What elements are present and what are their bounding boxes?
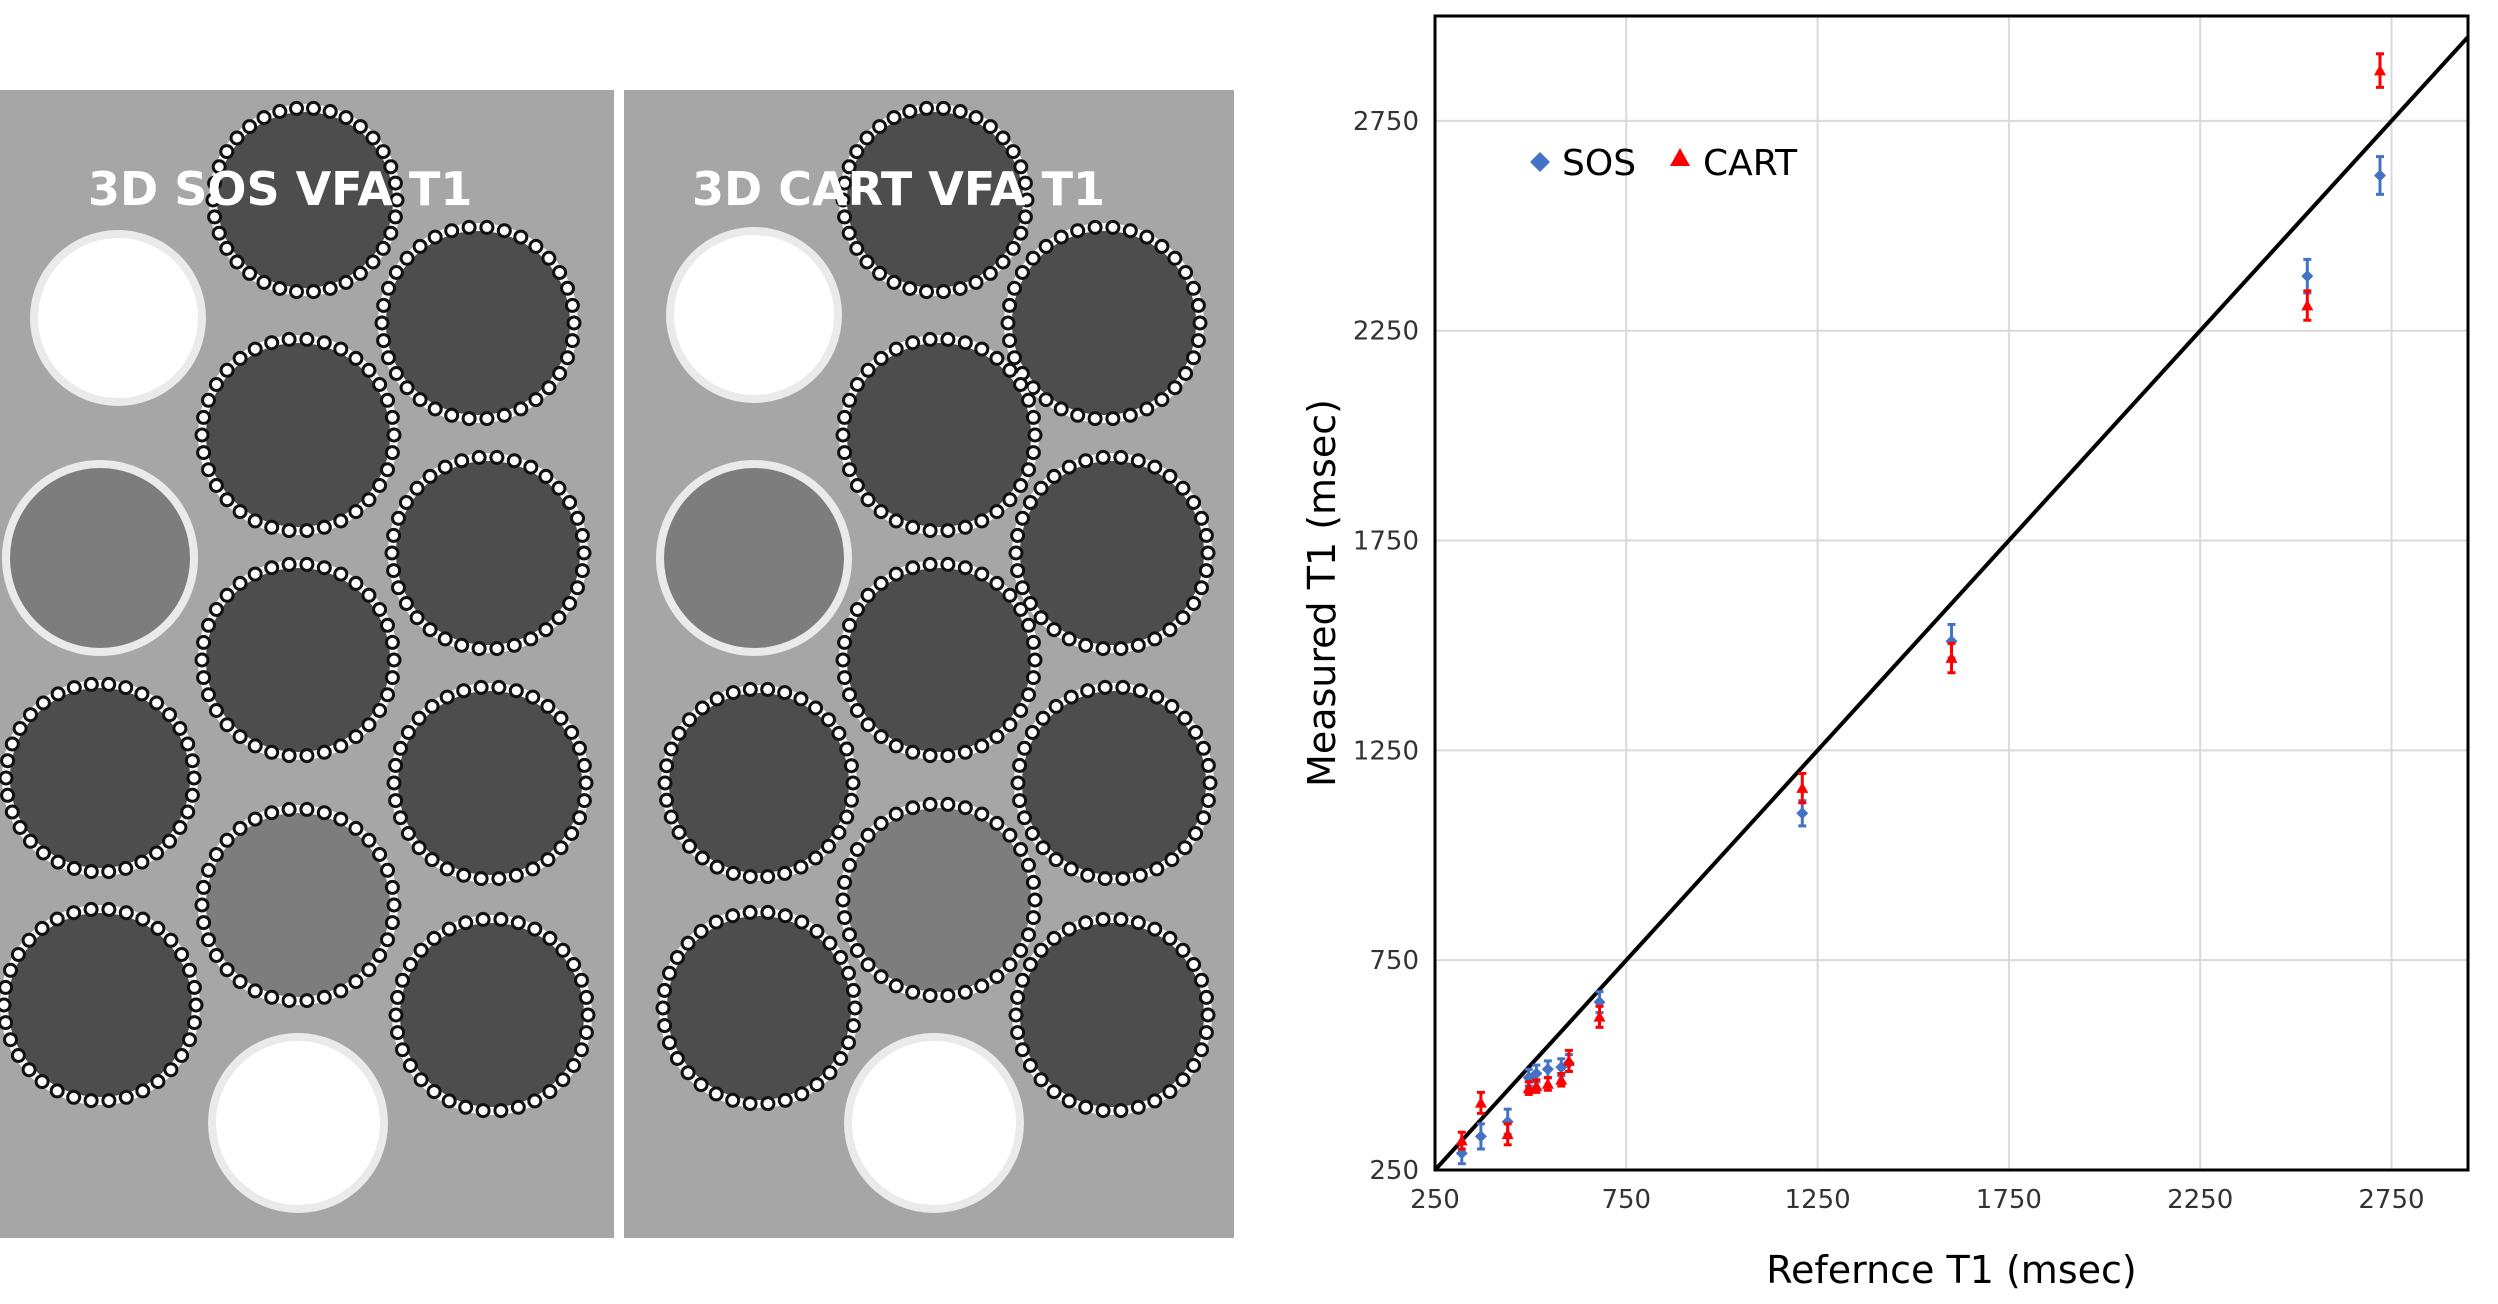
phantom-tube — [388, 911, 596, 1119]
data-marker — [1945, 652, 1958, 663]
x-axis-title: Refernce T1 (msec) — [1766, 1248, 2136, 1292]
phantom-tube — [194, 331, 402, 539]
data-marker — [1541, 1063, 1554, 1076]
sos-t1-map-image: 3D SOS VFA T1 — [0, 90, 614, 1238]
phantom-tube — [657, 681, 861, 885]
x-tick-label: 1250 — [1785, 1185, 1851, 1215]
cart-t1-map-image: 3D CART VFA T1 — [624, 90, 1234, 1238]
data-marker — [1541, 1077, 1554, 1089]
legend-sos-label: SOS — [1562, 143, 1636, 184]
data-point — [2374, 52, 2387, 89]
phantom-tube — [656, 460, 852, 656]
data-marker — [1796, 807, 1809, 820]
data-marker — [1474, 1096, 1487, 1108]
t1-scatter-chart: 250 750 1250 1750 2250 2750 250 750 1250 1750 2250… — [1300, 14, 2470, 1292]
data-marker — [1593, 1010, 1606, 1022]
data-marker — [2374, 169, 2387, 182]
phantom-tube — [0, 901, 204, 1109]
data-point — [2301, 289, 2314, 322]
phantom-tube — [194, 556, 402, 764]
phantom-tube — [666, 227, 842, 403]
y-axis-title: Measured T1 (msec) — [1300, 399, 1344, 787]
phantom-tube — [205, 100, 405, 300]
phantom-tube — [835, 796, 1043, 1004]
data-marker — [1455, 1134, 1468, 1146]
legend-cart-label: CART — [1703, 143, 1798, 184]
data-point — [1530, 1078, 1543, 1094]
phantom-tube — [655, 904, 863, 1112]
data-point — [1593, 1004, 1606, 1029]
data-point — [1501, 1122, 1514, 1147]
phantom-tube — [374, 219, 582, 427]
chart-series — [1455, 52, 2387, 1166]
y-tick-label: 2250 — [1353, 317, 1419, 347]
phantom-tube — [835, 100, 1035, 300]
y-tick-label: 250 — [1369, 1156, 1419, 1186]
data-point — [1945, 641, 1958, 675]
chart-gridlines — [1435, 16, 2468, 1170]
x-tick-label: 2750 — [2358, 1185, 2424, 1215]
phantom-tube — [835, 556, 1043, 764]
series-cart — [1455, 52, 2387, 1151]
data-point — [2374, 155, 2387, 196]
data-marker — [2374, 64, 2387, 76]
phantom-tube — [386, 679, 594, 887]
chart-legend: SOS CART — [1530, 143, 1798, 184]
data-marker — [1501, 1128, 1514, 1140]
phantom-tube — [835, 331, 1043, 539]
chart-tick-labels: 250 750 1250 1750 2250 2750 250 750 1250 1750 2250… — [1353, 107, 2425, 1215]
sos-phantom-drawing — [0, 100, 596, 1213]
phantom-tube — [1000, 219, 1208, 427]
phantom-tube — [1008, 449, 1216, 657]
y-tick-label: 1250 — [1353, 736, 1419, 766]
cart-image-title: 3D CART VFA T1 — [692, 162, 1106, 216]
phantom-tube — [30, 230, 206, 406]
data-marker — [1562, 1054, 1575, 1066]
data-point — [1555, 1071, 1568, 1088]
phantom-tube — [844, 1033, 1024, 1213]
data-point — [1796, 771, 1809, 805]
y-tick-label: 750 — [1369, 946, 1419, 976]
data-marker — [2301, 270, 2314, 283]
data-marker — [1796, 782, 1809, 793]
identity-line — [1433, 35, 2470, 1172]
data-marker — [2301, 299, 2314, 311]
x-tick-label: 1750 — [1976, 1185, 2042, 1215]
data-point — [1541, 1059, 1554, 1080]
x-tick-label: 250 — [1410, 1185, 1460, 1215]
data-marker — [1530, 1080, 1543, 1091]
y-tick-label: 1750 — [1353, 527, 1419, 557]
phantom-tube — [208, 1033, 388, 1213]
data-point — [1541, 1076, 1554, 1092]
sos-image-title: 3D SOS VFA T1 — [88, 162, 473, 216]
phantom-tube — [384, 449, 592, 657]
data-point — [2301, 257, 2314, 295]
x-tick-label: 750 — [1601, 1185, 1651, 1215]
legend-cart-marker — [1670, 148, 1690, 166]
data-marker — [1474, 1130, 1487, 1143]
phantom-tube — [2, 460, 198, 656]
data-marker — [1555, 1061, 1568, 1074]
plot-area-border — [1433, 14, 2470, 1172]
phantom-tube — [194, 801, 402, 1009]
chart-axes — [1433, 14, 2470, 1172]
data-point — [1562, 1048, 1575, 1073]
data-point — [1474, 1090, 1487, 1115]
phantom-tube — [0, 676, 202, 880]
legend-sos-marker — [1530, 152, 1550, 172]
x-tick-label: 2250 — [2167, 1185, 2233, 1215]
data-point — [1455, 1130, 1468, 1151]
data-marker — [1555, 1073, 1568, 1085]
cart-phantom-drawing — [655, 100, 1218, 1213]
phantom-tube — [1008, 911, 1216, 1119]
series-sos — [1455, 155, 2387, 1166]
data-marker — [1530, 1067, 1543, 1080]
phantom-tube — [1010, 679, 1218, 887]
data-point — [1796, 799, 1809, 828]
data-point — [1474, 1122, 1487, 1151]
y-tick-label: 2750 — [1353, 107, 1419, 137]
